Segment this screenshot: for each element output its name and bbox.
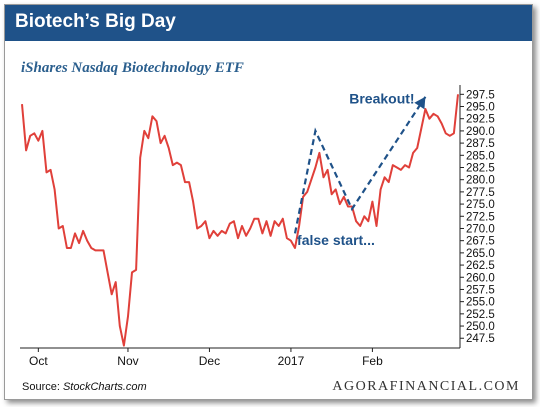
y-tick-label: 295.0 xyxy=(466,102,495,114)
source-label: Source: xyxy=(22,381,63,393)
x-axis-ticks: Oct Nov Dec 2017 Feb xyxy=(29,348,383,368)
axis-frame xyxy=(20,85,461,349)
x-tick-label: Nov xyxy=(117,354,138,368)
y-tick-label: 297.5 xyxy=(466,89,495,101)
annotation-layer: false start... Breakout! xyxy=(293,91,427,248)
y-tick-label: 267.5 xyxy=(466,236,495,248)
y-tick-label: 285.0 xyxy=(466,150,495,162)
trend-annotation-path xyxy=(293,96,427,234)
y-tick-label: 255.0 xyxy=(466,297,495,309)
y-tick-label: 260.0 xyxy=(466,272,495,284)
y-tick-label: 262.5 xyxy=(466,260,495,272)
y-tick-label: 280.0 xyxy=(466,175,495,187)
y-tick-label: 270.0 xyxy=(466,223,495,235)
chart-subtitle: iShares Nasdaq Biotechnology ETF xyxy=(21,60,244,76)
y-tick-label: 287.5 xyxy=(466,138,495,150)
breakout-label: Breakout! xyxy=(349,91,414,107)
price-series-line xyxy=(21,94,459,347)
chart-card: Biotech’s Big Day iShares Nasdaq Biotech… xyxy=(4,4,533,400)
y-tick-label: 282.5 xyxy=(466,162,495,174)
breakout-arrowhead xyxy=(414,96,426,110)
x-tick-label: Oct xyxy=(29,354,48,368)
series-layer xyxy=(21,94,459,347)
y-tick-label: 257.5 xyxy=(466,284,495,296)
y-tick-label: 252.5 xyxy=(466,309,495,321)
y-tick-label: 292.5 xyxy=(466,114,495,126)
source-name: StockCharts.com xyxy=(62,381,147,393)
y-tick-label: 265.0 xyxy=(466,248,495,260)
y-tick-label: 277.5 xyxy=(466,187,495,199)
source-note: Source: StockCharts.com xyxy=(22,381,147,393)
y-tick-label: 272.5 xyxy=(466,211,495,223)
false-start-label: false start... xyxy=(297,232,375,248)
x-tick-label: 2017 xyxy=(278,354,305,368)
y-axis-ticks: 297.5295.0292.5290.0287.5285.0282.5280.0… xyxy=(460,89,495,345)
chart-headline: Biotech’s Big Day xyxy=(15,11,176,32)
x-tick-label: Dec xyxy=(199,354,220,368)
y-tick-label: 290.0 xyxy=(466,126,495,138)
brand-mark: AGORAFINANCIAL.COM xyxy=(332,379,520,394)
y-tick-label: 275.0 xyxy=(466,199,495,211)
y-tick-label: 250.0 xyxy=(466,321,495,333)
line-chart: 297.5295.0292.5290.0287.5285.0282.5280.0… xyxy=(20,85,495,368)
header-bar: Biotech’s Big Day xyxy=(5,5,532,41)
y-tick-label: 247.5 xyxy=(466,333,495,345)
x-tick-label: Feb xyxy=(362,354,383,368)
